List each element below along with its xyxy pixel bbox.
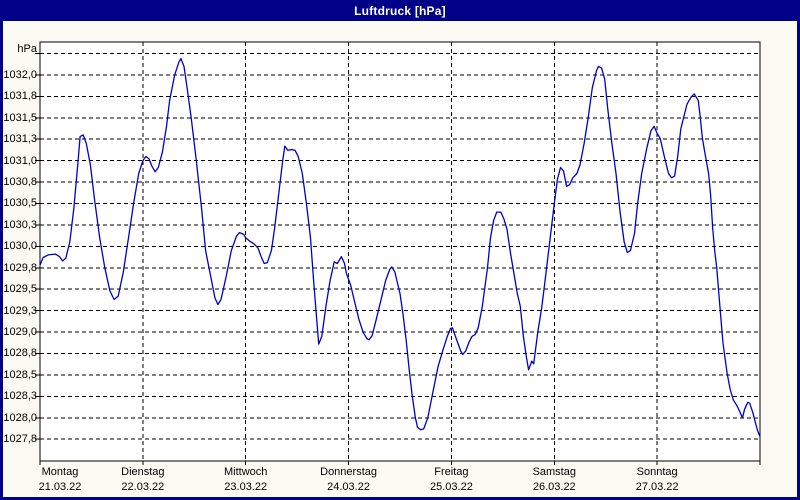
x-day-name-label: Mittwoch <box>224 466 268 478</box>
y-tick-label: 1028,0 <box>3 411 37 424</box>
y-tick-label: 1028,3 <box>3 390 37 403</box>
x-day-name-label: Donnerstag <box>320 466 377 478</box>
plot-area <box>39 41 761 462</box>
y-tick-label: 1028,8 <box>3 347 37 360</box>
y-tick-label: 1030,3 <box>3 218 37 231</box>
x-day-name-label: Freitag <box>434 466 469 478</box>
y-axis-unit-label: hPa <box>17 43 37 55</box>
x-day-name-label: Dienstag <box>121 466 165 478</box>
x-day-date-label: 24.03.22 <box>327 481 370 493</box>
y-tick-label: 1030,5 <box>3 197 37 210</box>
x-day-name-label: Samstag <box>532 466 576 478</box>
vertical-gridlines <box>39 42 761 465</box>
window-title: Luftdruck [hPa] <box>354 3 446 18</box>
x-day-date-label: 23.03.22 <box>224 481 268 493</box>
x-day-date-label: 21.03.22 <box>38 481 82 493</box>
y-tick-label: 1028,5 <box>3 368 37 381</box>
x-day-name-label: Montag <box>41 466 79 478</box>
y-tick-label: 1032,0 <box>3 68 37 81</box>
y-tick-label: 1029,5 <box>3 283 37 296</box>
y-tick-label: 1029,8 <box>3 261 37 274</box>
x-day-date-label: 25.03.22 <box>430 481 473 493</box>
x-day-date-label: 27.03.22 <box>635 481 679 493</box>
pressure-line-series <box>39 57 761 438</box>
y-tick-label: 1027,8 <box>3 433 37 446</box>
x-day-name-label: Sonntag <box>636 466 678 478</box>
y-tick-label: 1031,5 <box>3 111 37 124</box>
y-tick-label: 1029,3 <box>3 304 37 317</box>
y-tick-label: 1030,0 <box>3 240 37 253</box>
y-tick-label: 1031,0 <box>3 154 37 167</box>
window-titlebar: Luftdruck [hPa] <box>0 0 800 21</box>
x-day-date-label: 26.03.22 <box>532 481 576 493</box>
y-tick-label: 1031,8 <box>3 90 37 103</box>
y-tick-label: 1029,0 <box>3 326 37 339</box>
x-day-date-label: 22.03.22 <box>121 481 165 493</box>
horizontal-gridlines <box>35 53 760 440</box>
y-tick-label: 1031,3 <box>3 133 37 146</box>
y-tick-label: 1030,8 <box>3 176 37 189</box>
